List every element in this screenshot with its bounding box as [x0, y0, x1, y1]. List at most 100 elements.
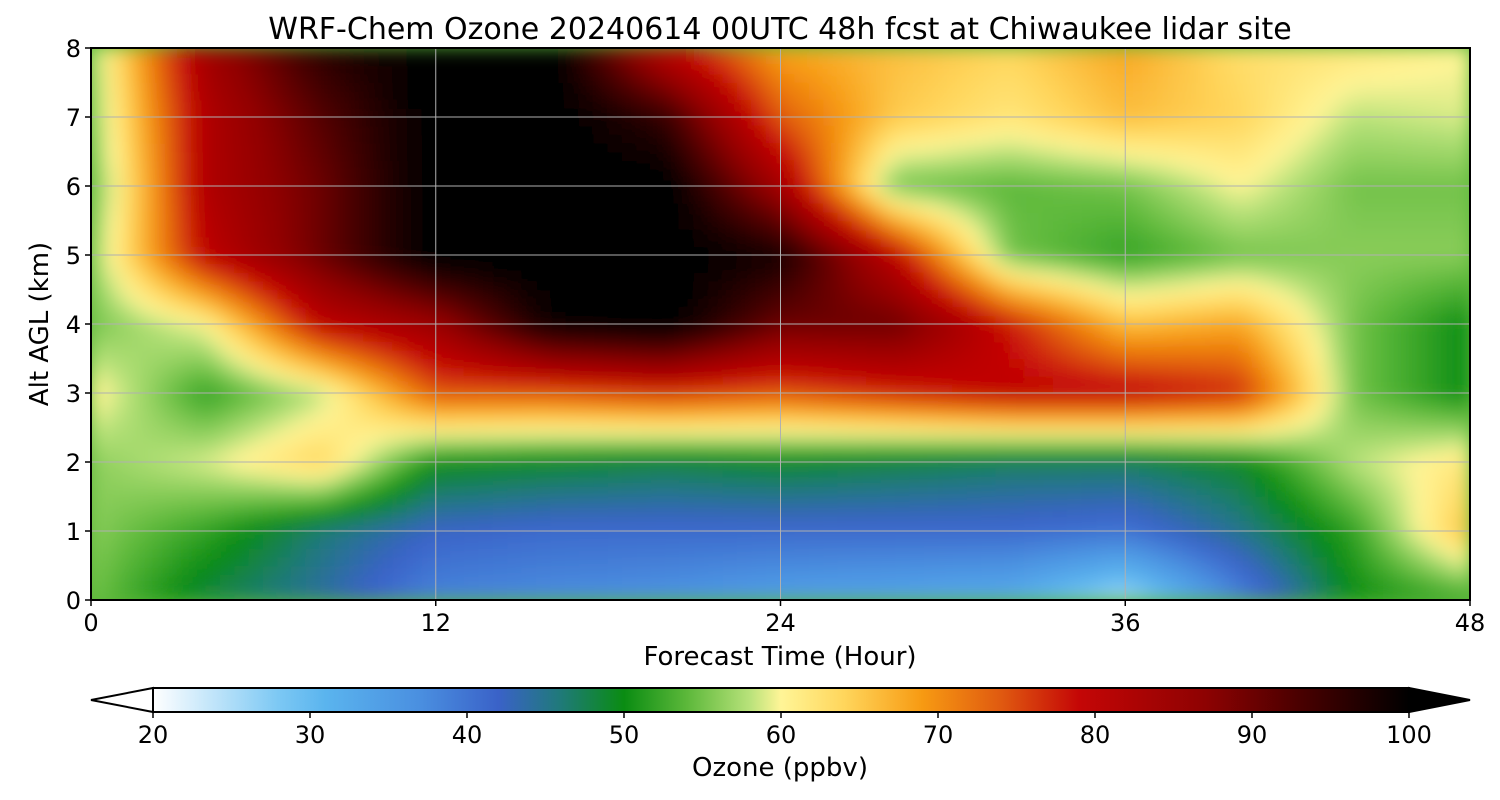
heatmap-cell — [564, 263, 580, 273]
heatmap-cell — [91, 323, 106, 334]
heatmap-cell — [607, 358, 623, 368]
heatmap-cell — [1354, 358, 1370, 368]
heatmap-cell — [1153, 392, 1169, 403]
heatmap-cell — [823, 539, 839, 549]
heatmap-cell — [780, 340, 796, 351]
heatmap-cell — [1254, 392, 1270, 403]
heatmap-cell — [607, 478, 623, 489]
heatmap-cell — [1340, 323, 1356, 334]
heatmap-cell — [564, 194, 580, 204]
heatmap-cell — [1052, 444, 1069, 454]
heatmap-cell — [1067, 401, 1083, 411]
heatmap-cell — [119, 521, 135, 532]
heatmap-cell — [305, 237, 322, 247]
heatmap-cell — [435, 289, 451, 299]
heatmap-cell — [851, 401, 868, 411]
heatmap-cell — [377, 254, 394, 265]
heatmap-cell — [521, 202, 537, 213]
heatmap-cell — [1325, 401, 1342, 411]
heatmap-cell — [1081, 280, 1098, 291]
heatmap-cell — [736, 280, 753, 291]
heatmap-cell — [406, 452, 422, 463]
heatmap-cell — [909, 168, 925, 178]
heatmap-cell — [1196, 470, 1212, 480]
heatmap-cell — [1254, 521, 1270, 532]
heatmap-cell — [1282, 504, 1299, 515]
heatmap-cell — [162, 340, 178, 351]
heatmap-cell — [162, 297, 178, 308]
heatmap-cell — [765, 409, 781, 420]
heatmap-cell — [1325, 547, 1342, 558]
heatmap-cell — [205, 504, 221, 515]
heatmap-cell — [1167, 444, 1184, 454]
heatmap-cell — [650, 297, 667, 308]
heatmap-cell — [234, 452, 250, 463]
heatmap-cell — [205, 470, 221, 480]
heatmap-cell — [219, 496, 236, 506]
heatmap-cell — [521, 582, 537, 592]
heatmap-cell — [636, 220, 652, 230]
heatmap-cell — [334, 530, 351, 541]
heatmap-cell — [277, 332, 293, 342]
heatmap-cell — [650, 185, 667, 196]
heatmap-cell — [234, 409, 250, 420]
heatmap-cell — [636, 383, 652, 394]
heatmap-cell — [191, 409, 207, 420]
heatmap-cell — [1139, 530, 1155, 541]
heatmap-cell — [147, 194, 164, 204]
heatmap-cell — [162, 470, 178, 480]
heatmap-cell — [665, 392, 681, 403]
heatmap-cell — [205, 280, 221, 291]
heatmap-cell — [1052, 202, 1069, 213]
heatmap-cell — [392, 530, 408, 541]
heatmap-cell — [808, 565, 825, 575]
heatmap-cell — [305, 254, 322, 265]
heatmap-cell — [621, 427, 638, 437]
heatmap-cell — [133, 452, 149, 463]
heatmap-cell — [995, 194, 1011, 204]
heatmap-cell — [923, 237, 940, 247]
heatmap-cell — [1210, 418, 1227, 429]
heatmap-cell — [923, 478, 940, 489]
heatmap-cell — [794, 392, 810, 403]
heatmap-cell — [1412, 444, 1428, 454]
heatmap-cell — [191, 556, 207, 567]
heatmap-cell — [578, 409, 595, 420]
heatmap-cell — [147, 435, 164, 446]
heatmap-cell — [1311, 418, 1327, 429]
heatmap-cell — [1325, 211, 1342, 222]
heatmap-cell — [1368, 366, 1385, 377]
heatmap-cell — [1383, 461, 1399, 472]
heatmap-cell — [1340, 556, 1356, 567]
heatmap-cell — [909, 194, 925, 204]
heatmap-cell — [363, 383, 379, 394]
heatmap-cell — [392, 375, 408, 385]
heatmap-cell — [1124, 470, 1141, 480]
heatmap-cell — [176, 427, 193, 437]
heatmap-cell — [234, 289, 250, 299]
heatmap-cell — [1052, 539, 1069, 549]
heatmap-cell — [1426, 444, 1442, 454]
heatmap-cell — [1383, 392, 1399, 403]
heatmap-cell — [1182, 168, 1198, 178]
heatmap-cell — [234, 547, 250, 558]
heatmap-cell — [1354, 530, 1370, 541]
heatmap-cell — [550, 237, 566, 247]
heatmap-cell — [1009, 237, 1026, 247]
heatmap-cell — [1052, 383, 1069, 394]
heatmap-cell — [1096, 418, 1112, 429]
heatmap-cell — [377, 202, 394, 213]
heatmap-cell — [262, 194, 279, 204]
heatmap-cell — [564, 504, 580, 515]
heatmap-cell — [708, 556, 724, 567]
heatmap-cell — [191, 435, 207, 446]
heatmap-cell — [104, 496, 121, 506]
heatmap-cell — [981, 452, 997, 463]
heatmap-cell — [578, 340, 595, 351]
heatmap-cell — [1024, 435, 1040, 446]
heatmap-cell — [1139, 582, 1155, 592]
heatmap-cell — [1383, 194, 1399, 204]
heatmap-cell — [578, 401, 595, 411]
heatmap-cell — [1412, 452, 1428, 463]
heatmap-cell — [823, 332, 839, 342]
